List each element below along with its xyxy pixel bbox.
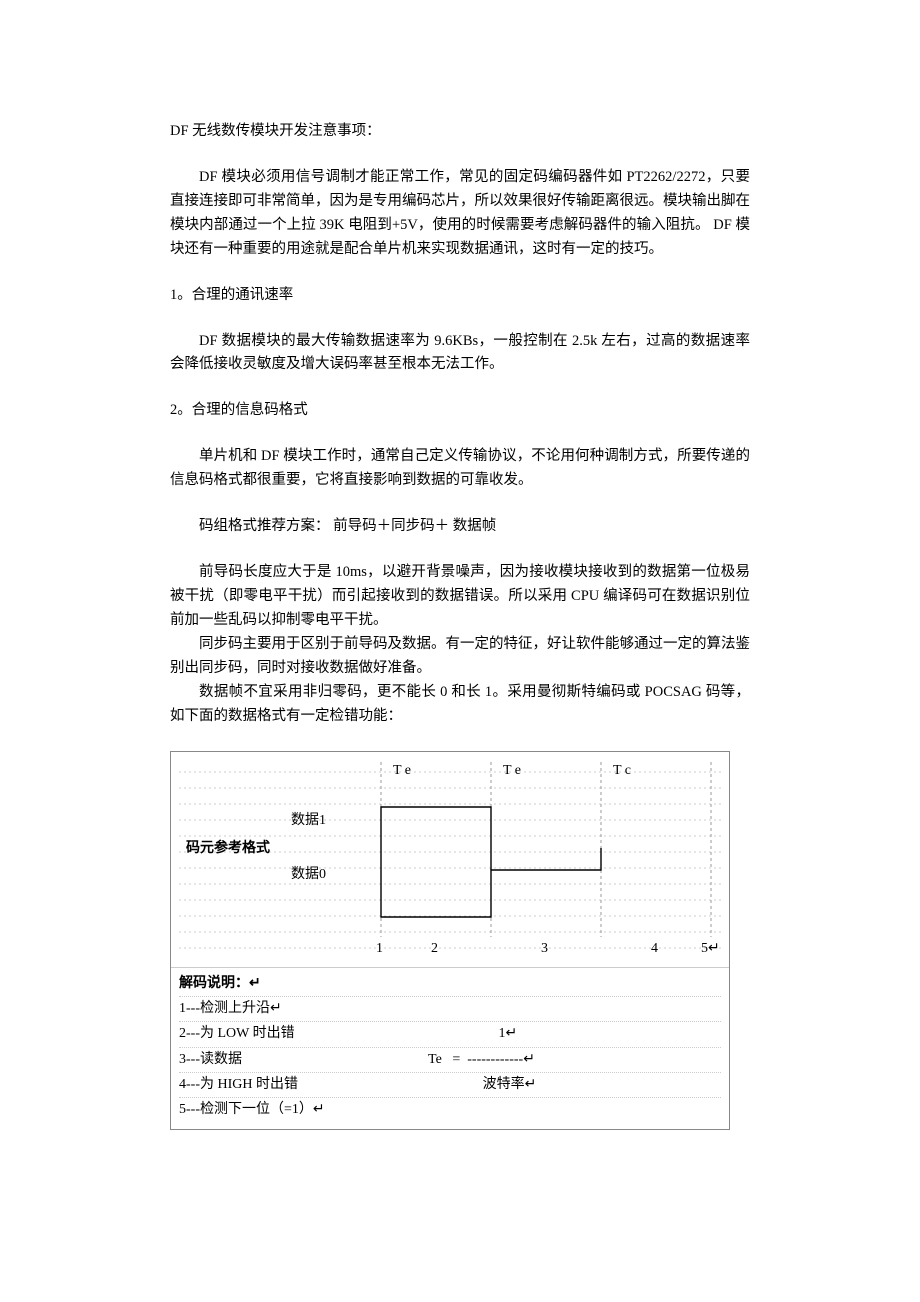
section-2-p2: 码组格式推荐方案： 前导码＋同步码＋ 数据帧 [170, 515, 750, 539]
section-2-p4: 同步码主要用于区别于前导码及数据。有一定的特征，好让软件能够通过一定的算法鉴别出… [170, 633, 750, 681]
legend-item-3: 3---读数据 [179, 1049, 242, 1071]
timing-diagram-container: T e T e T c 数据1 码元参考格式 数据0 1 2 3 4 5↵ 解码… [170, 751, 730, 1130]
legend-item-5: 5---检测下一位（=1）↵ [179, 1099, 325, 1121]
legend-item-1: 1---检测上升沿↵ [179, 998, 282, 1020]
section-1-p1: DF 数据模块的最大传输数据速率为 9.6KBs，一般控制在 2.5k 左右，过… [170, 330, 750, 378]
diagram-label-te1: T e [393, 763, 411, 778]
timing-diagram-svg: T e T e T c 数据1 码元参考格式 数据0 1 2 3 4 5↵ [171, 752, 729, 967]
svg-text:1: 1 [376, 941, 383, 956]
svg-text:2: 2 [431, 941, 438, 956]
diagram-label-tc: T c [613, 763, 631, 778]
svg-text:4: 4 [651, 941, 658, 956]
legend-right-baud: 波特率↵ [298, 1074, 721, 1096]
section-2-p1: 单片机和 DF 模块工作时，通常自己定义传输协议，不论用何种调制方式，所要传递的… [170, 445, 750, 493]
section-2-p3: 前导码长度应大于是 10ms，以避开背景噪声，因为接收模块接收到的数据第一位极易… [170, 561, 750, 633]
diagram-data1-label: 数据1 [291, 812, 326, 828]
legend-right-1: 1↵ [295, 1023, 721, 1045]
doc-title: DF 无线数传模块开发注意事项： [170, 120, 750, 144]
legend-right-te: Te = ------------↵ [242, 1049, 721, 1071]
diagram-left-title: 码元参考格式 [186, 839, 270, 856]
section-2-heading: 2。合理的信息码格式 [170, 399, 750, 423]
diagram-legend: 解码说明：↵ 1---检测上升沿↵ 2---为 LOW 时出错 1↵ 3---读… [171, 967, 729, 1129]
section-2-p5: 数据帧不宜采用非归零码，更不能长 0 和长 1。采用曼彻斯特编码或 POCSAG… [170, 681, 750, 729]
legend-title: 解码说明：↵ [179, 973, 261, 995]
legend-item-2: 2---为 LOW 时出错 [179, 1023, 295, 1045]
section-1-heading: 1。合理的通讯速率 [170, 284, 750, 308]
svg-text:5↵: 5↵ [701, 941, 720, 956]
intro-paragraph: DF 模块必须用信号调制才能正常工作，常见的固定码编码器件如 PT2262/22… [170, 166, 750, 262]
diagram-data0-label: 数据0 [291, 866, 326, 882]
diagram-label-te2: T e [503, 763, 521, 778]
legend-item-4: 4---为 HIGH 时出错 [179, 1074, 298, 1096]
svg-text:3: 3 [541, 941, 548, 956]
